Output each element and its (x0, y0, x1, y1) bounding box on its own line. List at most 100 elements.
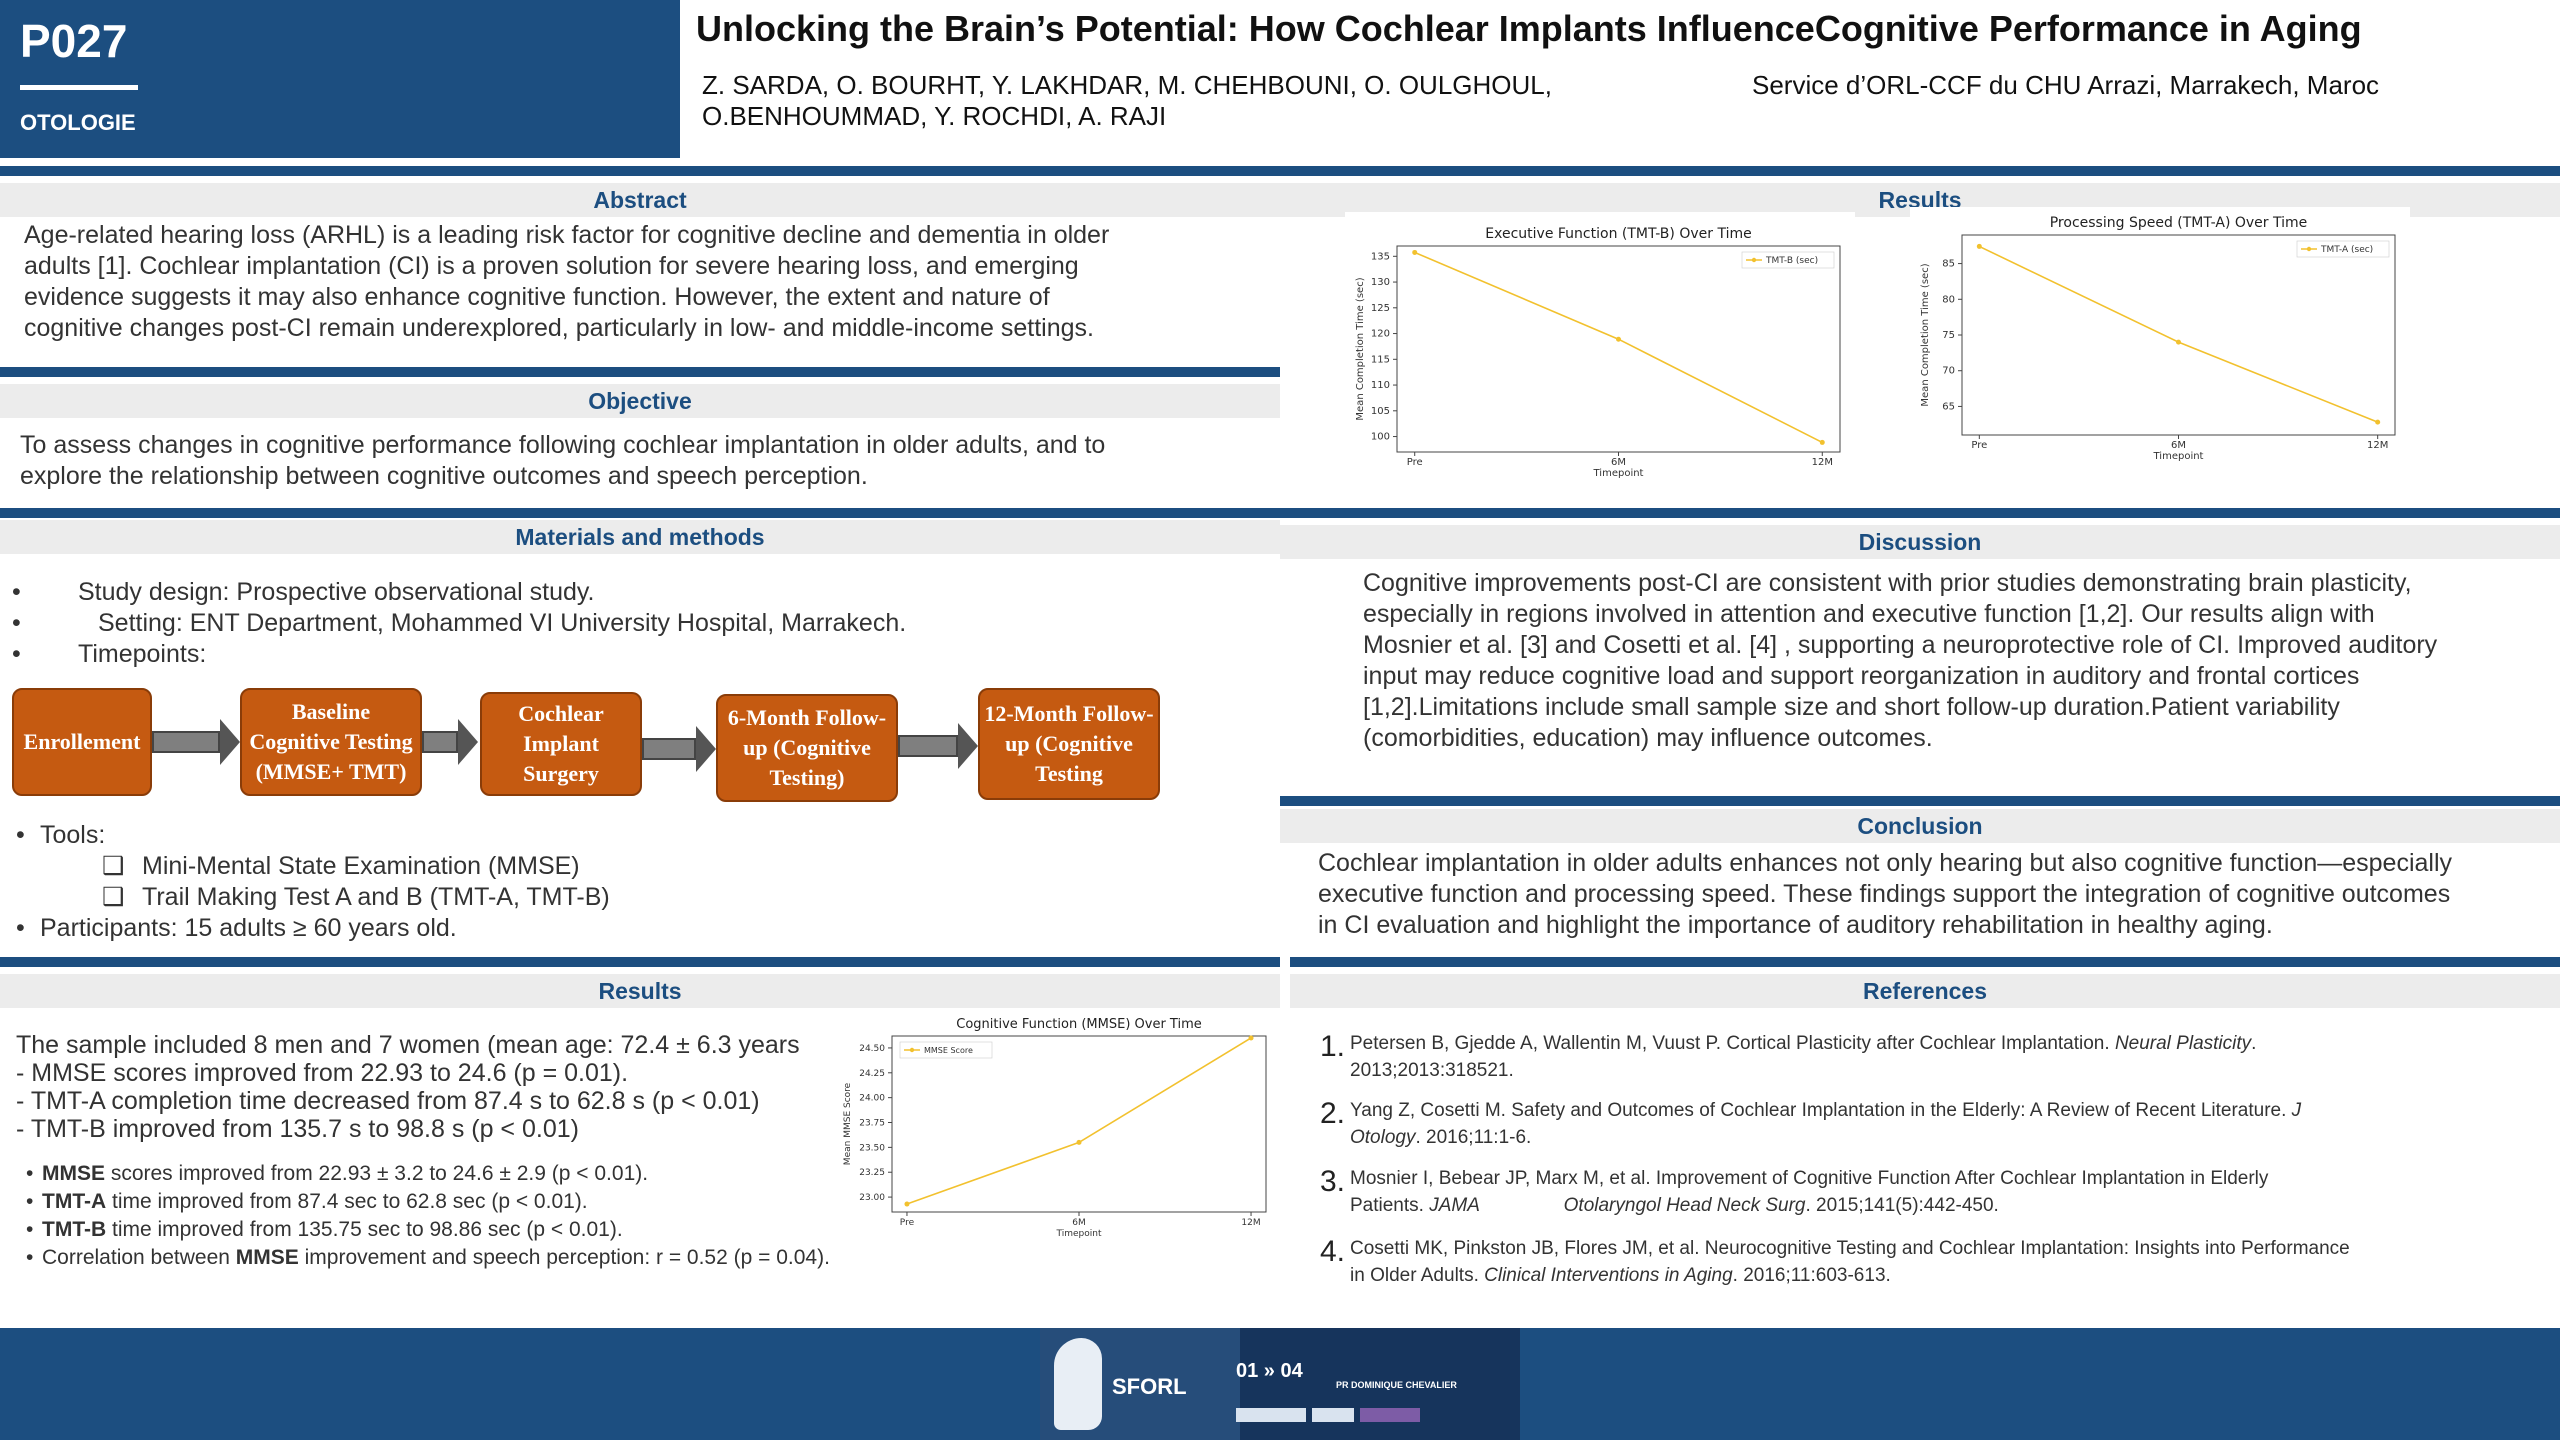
reference-item: 1. Petersen B, Gjedde A, Wallentin M, Vu… (1320, 1030, 2450, 1084)
discussion-line: [1,2].Limitations include small sample s… (1363, 693, 2340, 721)
methods-tools: • Tools: ❑ Mini-Mental State Examination (… (16, 820, 1016, 944)
data-point (1819, 439, 1825, 445)
flow-step-12month: 12-Month Follow-up (Cognitive Testing (978, 688, 1160, 800)
y-tick-label: 75 (1942, 330, 1955, 341)
list-item: • TMT-B time improved from 135.75 sec to … (26, 1218, 623, 1241)
y-tick-label: 24.50 (859, 1044, 885, 1054)
bold-term: MMSE (42, 1162, 105, 1185)
poster-category: OTOLOGIE (20, 110, 136, 135)
flow-step-6month: 6-Month Follow-up (Cognitive Testing) (716, 694, 898, 802)
y-tick-label: 80 (1942, 294, 1955, 305)
y-tick-label: 23.75 (859, 1119, 885, 1129)
section-divider (0, 367, 1280, 377)
ref-line2: . 2016;11:603-613. (1732, 1265, 1891, 1286)
data-point (1076, 1139, 1082, 1145)
reference-text: Mosnier I, Bebear JP, Marx M, et al. Imp… (1350, 1165, 2268, 1219)
conclusion-text: Cochlear implantation in older adults en… (1318, 848, 2548, 941)
bullet-rest: scores improved from 22.93 ± 3.2 to 24.6… (105, 1162, 649, 1185)
conclusion-heading: Conclusion (1280, 809, 2560, 843)
authors-line-1: Z. SARDA, O. BOURHT, Y. LAKHDAR, M. CHEH… (702, 70, 1552, 100)
conclusion-line: Cochlear implantation in older adults en… (1318, 849, 2453, 877)
y-tick-label: 85 (1942, 259, 1955, 270)
reference-text: Cosetti MK, Pinkston JB, Flores JM, et a… (1350, 1235, 2350, 1289)
data-point (2176, 339, 2181, 345)
legend-box (899, 1041, 993, 1059)
y-tick-label: 135 (1371, 251, 1390, 262)
plot-frame (1961, 234, 2396, 436)
list-item: • MMSE scores improved from 22.93 ± 3.2 t… (26, 1162, 649, 1185)
ref-journal: J (2291, 1100, 2302, 1121)
y-tick-label: 70 (1942, 366, 1955, 377)
plot-frame (1396, 245, 1841, 453)
bullet-rest: time improved from 135.75 sec to 98.86 s… (106, 1218, 623, 1241)
flow-step-baseline: Baseline Cognitive Testing (MMSE+ TMT) (240, 688, 422, 796)
affiliation: Service d’ORL-CCF du CHU Arrazi, Marrake… (1752, 70, 2380, 100)
bold-term: TMT-B (42, 1218, 107, 1241)
references-heading: References (1290, 974, 2560, 1008)
section-divider (0, 957, 1280, 967)
y-axis-label: Mean Completion Time (sec) (1920, 263, 1931, 406)
series-line (906, 1037, 1252, 1205)
data-point (1976, 243, 1982, 249)
x-tick-label: Pre (1407, 457, 1423, 468)
header-bottom-bar (0, 166, 2560, 176)
methods-bullet-text: Timepoints: (78, 640, 207, 668)
bullet-rest: time improved from 87.4 sec to 62.8 sec … (106, 1190, 588, 1213)
participants-text: Participants: 15 adults ≥ 60 years old. (40, 914, 457, 942)
mmse-chart-svg: Cognitive Function (MMSE) Over Time 23.00… (843, 1017, 1267, 1239)
ref-line2-pre: Patients. (1350, 1195, 1430, 1216)
ref-authors: Mosnier I, Bebear JP, Marx M, et al. Imp… (1350, 1168, 2269, 1189)
congress-banner: SFORL 01 » 04 PR DOMINIQUE CHEVALIER (1040, 1328, 1520, 1440)
mmse-chart: Cognitive Function (MMSE) Over Time 23.00… (836, 1010, 1276, 1250)
y-tick-label: 105 (1371, 406, 1390, 417)
ref-line2-pre: in Older Adults. (1350, 1265, 1485, 1286)
results-line: - TMT-B improved from 135.7 s to 98.8 s … (16, 1115, 579, 1143)
ref-tail: . (2251, 1033, 2257, 1054)
reference-number: 4. (1320, 1235, 1346, 1268)
face-silhouette-icon (1054, 1338, 1102, 1430)
flow-arrow (898, 723, 978, 769)
results-bullets: • MMSE scores improved from 22.93 ± 3.2 t… (26, 1160, 886, 1272)
x-axis-label: Timepoint (1056, 1229, 1102, 1239)
methods-bullet-text: Setting: ENT Department, Mohammed VI Uni… (98, 609, 907, 637)
y-tick-label: 130 (1371, 277, 1390, 288)
flow-step-surgery: Cochlear Implant Surgery (480, 692, 642, 796)
ref-authors: Yang Z, Cosetti M. Safety and Outcomes o… (1350, 1100, 2292, 1121)
y-tick-label: 110 (1371, 380, 1390, 391)
data-point (1412, 249, 1418, 255)
x-tick-label: 12M (1812, 457, 1833, 468)
results-heading-left: Results (0, 974, 1280, 1008)
objective-text: To assess changes in cognitive performan… (20, 430, 1260, 492)
abstract-heading: Abstract (0, 183, 1280, 217)
chart-title: Processing Speed (TMT-A) Over Time (2050, 215, 2308, 231)
series-line (1414, 251, 1823, 444)
abstract-line: Age-related hearing loss (ARHL) is a lea… (24, 221, 1110, 249)
legend-marker (909, 1047, 915, 1053)
y-tick-label: 23.00 (859, 1193, 885, 1203)
legend-box (1741, 251, 1835, 269)
list-item: ❑ Mini-Mental State Examination (MMSE) (102, 852, 580, 880)
results-line: - TMT-A completion time decreased from 8… (16, 1087, 760, 1115)
y-tick-label: 23.25 (859, 1168, 885, 1178)
chart-title: Executive Function (TMT-B) Over Time (1485, 226, 1751, 242)
results-line: The sample included 8 men and 7 women (m… (16, 1031, 800, 1059)
ref-authors: Petersen B, Gjedde A, Wallentin M, Vuust… (1350, 1033, 2115, 1054)
poster-title: Unlocking the Brain’s Potential: How Coc… (696, 8, 2362, 49)
list-item: • Setting: ENT Department, Mohammed VI Un… (12, 609, 907, 637)
sponsor-logo (1360, 1408, 1420, 1422)
ref-authors: Cosetti MK, Pinkston JB, Flores JM, et a… (1350, 1238, 2350, 1259)
abstract-text: Age-related hearing loss (ARHL) is a lea… (24, 220, 1264, 344)
legend-marker (1751, 257, 1757, 263)
list-item: • Timepoints: (12, 640, 207, 668)
y-axis-label: Mean Completion Time (sec) (1355, 277, 1366, 420)
flow-arrow (642, 726, 716, 772)
section-divider (0, 508, 1280, 518)
tmta-chart: Processing Speed (TMT-A) Over Time 65 70 75… (1910, 207, 2410, 475)
flow-arrow (422, 719, 478, 765)
bullet-rest: improvement and speech perception: r = 0… (298, 1246, 830, 1269)
discussion-line: especially in regions involved in attent… (1363, 600, 2375, 628)
y-tick-label: 24.00 (859, 1094, 885, 1104)
ref-line2: . 2016;11:1-6. (1415, 1127, 1532, 1148)
legend-label: TMT-A (sec) (2320, 245, 2373, 255)
discussion-heading: Discussion (1280, 525, 2560, 559)
